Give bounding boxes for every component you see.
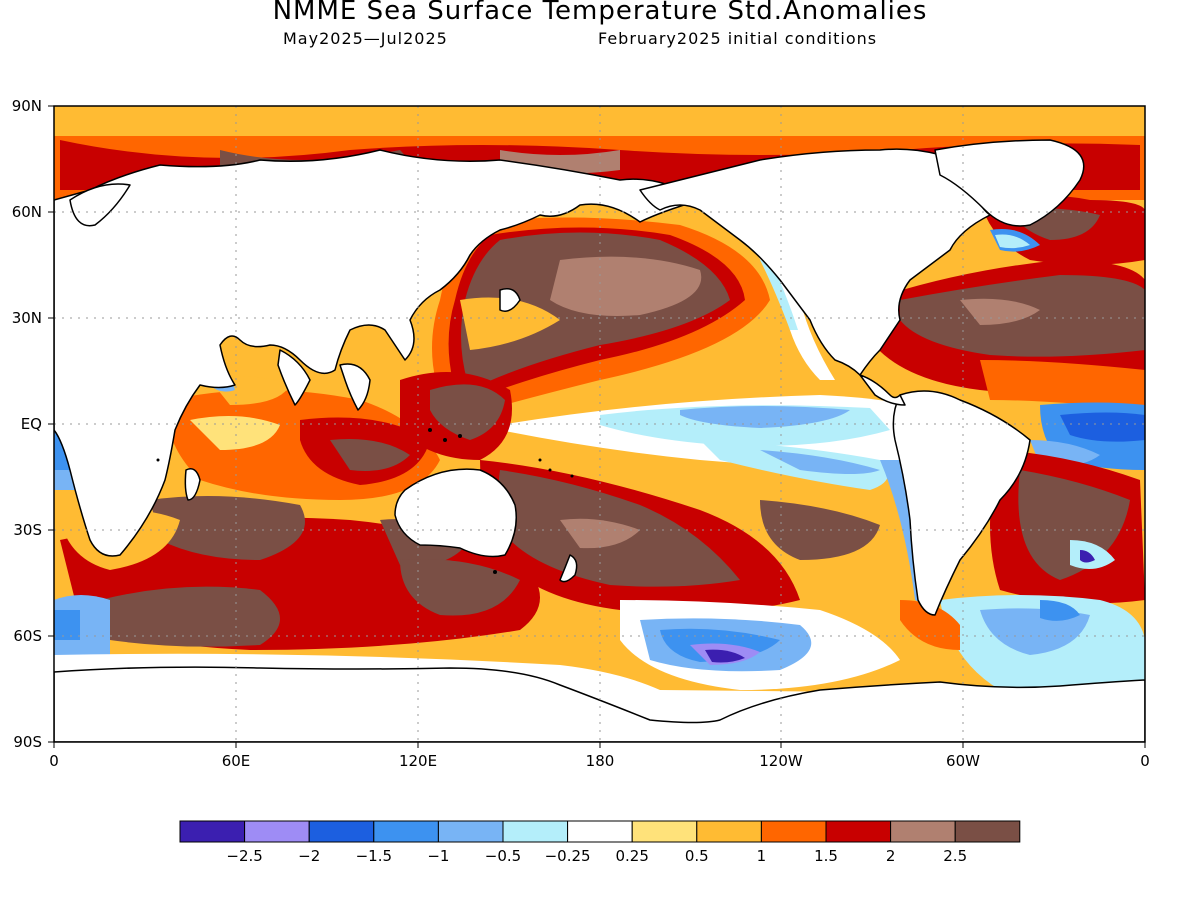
colorbar-swatch: [696, 820, 762, 843]
colorbar-swatch: [954, 820, 1021, 843]
colorbar-label: −1: [427, 847, 449, 865]
lon-label: 120W: [759, 752, 803, 770]
lat-label: 30N: [12, 309, 42, 327]
colorbar-label: 2.5: [943, 847, 967, 865]
colorbar: [179, 820, 1021, 843]
initial-conditions: February2025 initial conditions: [598, 29, 878, 48]
colorbar-label: 1: [757, 847, 767, 865]
colorbar-swatch: [760, 820, 827, 843]
landmasses: [54, 139, 1145, 742]
axis-ticks: [48, 105, 1146, 748]
lat-label: 60S: [13, 627, 42, 645]
colorbar-swatch: [179, 820, 246, 843]
colorbar-label: −0.25: [545, 847, 591, 865]
island-markers: [156, 428, 574, 574]
colorbar-label: 0.25: [615, 847, 648, 865]
colorbar-label: −2.5: [226, 847, 262, 865]
colorbar-swatch: [437, 820, 504, 843]
longitude-labels: 0 60E 120E 180 120W 60W 0: [49, 752, 1150, 770]
colorbar-swatch: [890, 820, 956, 843]
lon-label: 60E: [222, 752, 251, 770]
colorbar-label: −2: [298, 847, 320, 865]
colorbar-swatch: [373, 820, 439, 843]
lat-label: 30S: [13, 521, 42, 539]
colorbar-label: −0.5: [485, 847, 521, 865]
colorbar-swatch: [825, 820, 892, 843]
lon-label: 180: [586, 752, 615, 770]
colorbar-swatch: [244, 820, 310, 843]
lat-label: 90S: [13, 733, 42, 751]
colorbar-label: 0.5: [685, 847, 709, 865]
lon-label: 120E: [399, 752, 437, 770]
colorbar-label: 2: [886, 847, 896, 865]
colorbar-swatch: [502, 820, 569, 843]
forecast-period: May2025—Jul2025: [283, 29, 448, 48]
lon-label: 0: [1140, 752, 1150, 770]
colorbar-swatch: [567, 820, 633, 843]
lat-label: 90N: [12, 97, 42, 115]
lon-label: 60W: [946, 752, 980, 770]
latitude-labels: 90N 60N 30N EQ 30S 60S 90S: [12, 97, 42, 751]
colorbar-swatch: [631, 820, 698, 843]
colorbar-label: −1.5: [356, 847, 392, 865]
colorbar-labels: −2.5 −2 −1.5 −1 −0.5 −0.25 0.25 0.5 1 1.5 2 2.5: [226, 847, 967, 865]
graticule: [54, 106, 1145, 742]
colorbar-swatch: [308, 820, 375, 843]
map-title: NMME Sea Surface Temperature Std.Anomali…: [272, 0, 928, 26]
anomaly-field: [54, 106, 1145, 742]
lat-label: 60N: [12, 203, 42, 221]
colorbar-label: 1.5: [814, 847, 838, 865]
lon-label: 0: [49, 752, 59, 770]
lat-label: EQ: [21, 415, 42, 433]
